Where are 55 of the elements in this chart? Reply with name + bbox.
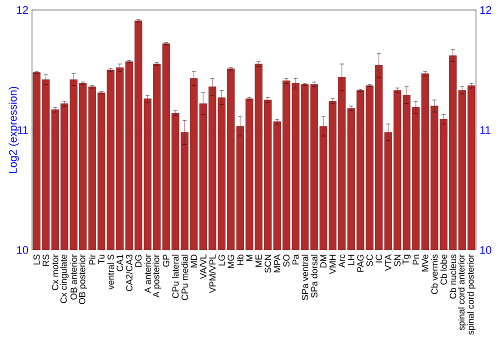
x-tick-label: Hb (236, 254, 244, 265)
x-tick-label: spinal cord anterior (458, 254, 466, 330)
x-tick-label: SPa dorsal (310, 254, 318, 298)
x-tick-label: Tg (402, 254, 411, 264)
x-tick-label: Arc (338, 254, 346, 268)
x-tick-label: A anterior (144, 254, 151, 294)
x-tick-label: Pn (412, 254, 419, 264)
x-tick-label: CA2/CA3 (126, 254, 132, 292)
x-tick-label: SCN (264, 254, 272, 273)
x-tick-label: MG (228, 254, 234, 268)
x-tick-label: OB anterior (70, 254, 77, 300)
x-tick-label: Cb lobe (440, 254, 447, 285)
x-tick-label: CA1 (116, 254, 124, 272)
x-tick-label: LG (218, 254, 225, 266)
x-tick-label: SC (366, 254, 373, 266)
x-tick-label: SO (283, 254, 290, 267)
x-tick-label: MD (190, 254, 197, 268)
x-tick-label: SPa ventral (302, 254, 308, 300)
x-tick-label: Cb nucleus (450, 254, 456, 299)
y-axis-title: Log2 (expression) (8, 86, 19, 173)
x-tick-label: CPu lateral (172, 254, 179, 298)
x-tick-label: spinal cord posterior (467, 254, 476, 335)
x-tick-label: ME (256, 254, 262, 267)
x-tick-label: RS (42, 254, 50, 266)
x-tick-label: OB posterior (78, 254, 88, 304)
x-tick-label: Pa (292, 254, 299, 264)
x-tick-label: Pir (88, 254, 96, 264)
x-tick-label: VPM/VPL (209, 254, 216, 294)
x-tick-label: LS (33, 254, 40, 264)
y2-tick-label: 10 (480, 246, 492, 254)
y-tick-label: 12 (17, 6, 28, 14)
y2-tick-label: 11 (480, 126, 490, 134)
y-tick-label: 10 (17, 246, 28, 254)
x-tick-label: GP (162, 254, 170, 267)
y2-tick-label: 12 (480, 6, 492, 14)
x-tick-label: MPA (274, 254, 280, 272)
x-tick-label: Cx cingulate (60, 254, 69, 304)
x-tick-label: A posterior (152, 254, 162, 298)
x-tick-label: DG (135, 254, 142, 267)
x-tick-label: MVe (422, 254, 428, 272)
x-tick-label: SN (394, 254, 401, 266)
x-tick-label: ventral S (107, 254, 114, 290)
x-tick-label: DM (320, 254, 326, 268)
x-tick-label: PAG (357, 254, 364, 272)
x-tick-label: Tu (98, 254, 105, 264)
x-tick-label: VMH (330, 254, 336, 274)
y-tick-label: 11 (18, 126, 28, 134)
x-tick-label: VTA (385, 254, 392, 271)
x-tick-label: CPu medial (181, 254, 188, 300)
x-tick-label: LH (348, 254, 354, 265)
x-tick-label: VA/VL (200, 254, 206, 279)
x-tick-label: Cb vermis (431, 254, 438, 294)
x-tick-label: IC (376, 254, 382, 262)
x-tick-label: Cx motor (52, 254, 58, 290)
x-tick-label: M (246, 254, 252, 261)
